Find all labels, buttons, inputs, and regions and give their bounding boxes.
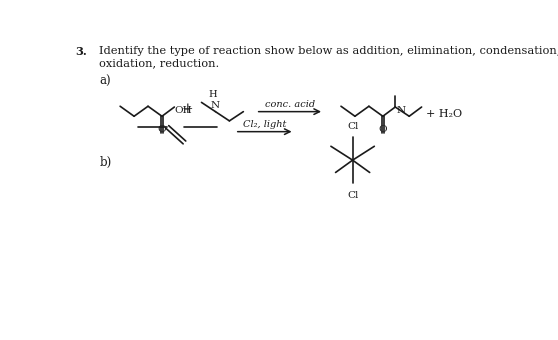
Text: Cl: Cl	[347, 191, 358, 200]
Text: Identify the type of reaction show below as addition, elimination, condensation,: Identify the type of reaction show below…	[99, 46, 558, 68]
Text: OH: OH	[174, 106, 192, 115]
Text: 3.: 3.	[75, 46, 87, 57]
Text: b): b)	[99, 156, 112, 169]
Text: N: N	[397, 106, 406, 115]
Text: Cl: Cl	[347, 122, 358, 131]
Text: +: +	[182, 102, 194, 116]
Text: + H₂O: + H₂O	[426, 109, 463, 119]
Text: conc. acid: conc. acid	[265, 100, 315, 108]
Text: a): a)	[99, 75, 111, 88]
Text: O: O	[158, 125, 166, 134]
Text: Cl₂, light: Cl₂, light	[243, 120, 286, 129]
Text: N: N	[211, 101, 220, 110]
Text: H: H	[208, 90, 217, 99]
Text: O: O	[378, 125, 387, 134]
